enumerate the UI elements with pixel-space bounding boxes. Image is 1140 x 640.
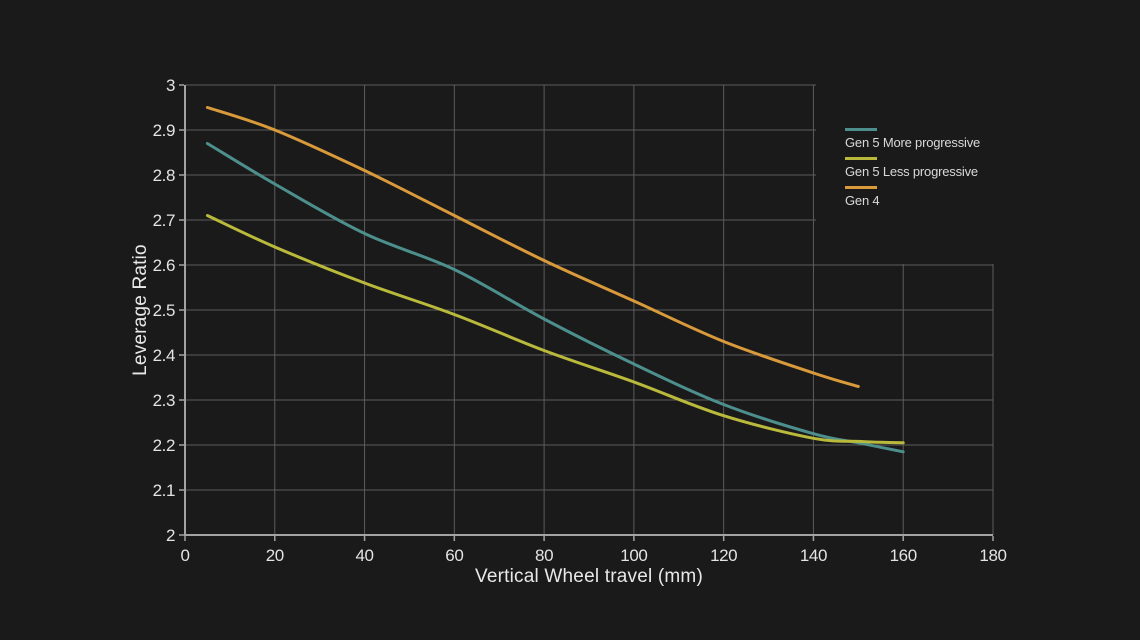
legend-item-gen5-more-progressive: Gen 5 More progressive	[845, 128, 1140, 150]
y-tick-label: 3	[166, 76, 175, 95]
x-tick-label: 160	[890, 546, 917, 565]
x-tick-label: 100	[620, 546, 647, 565]
series-line-gen-4	[205, 106, 860, 388]
legend: Gen 5 More progressive Gen 5 Less progre…	[816, 78, 1140, 264]
y-tick-label: 2.9	[153, 121, 175, 140]
x-tick-label: 0	[180, 546, 189, 565]
grid-layer	[184, 84, 994, 536]
y-tick-label: 2.3	[153, 391, 175, 410]
x-tick-label: 80	[535, 546, 553, 565]
y-tick-label: 2.2	[153, 436, 175, 455]
legend-label-gen5-more-progressive: Gen 5 More progressive	[845, 135, 981, 150]
y-axis-title: Leverage Ratio	[130, 244, 151, 376]
legend-item-gen5-less-progressive: Gen 5 Less progressive	[845, 157, 1140, 179]
x-axis-title: Vertical Wheel travel (mm)	[475, 566, 703, 587]
series-line-gen-5-less-progressive	[205, 214, 905, 445]
legend-swatch-gen5-less-progressive	[845, 157, 877, 160]
legend-label-gen5-less-progressive: Gen 5 Less progressive	[845, 164, 978, 179]
y-tick-label: 2.6	[153, 256, 175, 275]
x-tick-label: 120	[710, 546, 737, 565]
legend-swatch-gen5-more-progressive	[845, 128, 877, 131]
x-tick-label: 40	[356, 546, 374, 565]
x-tick-label: 60	[445, 546, 463, 565]
series-layer	[205, 106, 905, 454]
y-tick-label: 2.7	[153, 211, 175, 230]
x-tick-label: 140	[800, 546, 827, 565]
series-line-gen-5-more-progressive	[205, 142, 905, 454]
y-tick-label: 2	[166, 526, 175, 545]
legend-swatch-gen4	[845, 186, 877, 189]
legend-item-gen4: Gen 4	[845, 186, 1140, 208]
y-tick-label: 2.5	[153, 301, 175, 320]
tick-layer: 0 20 40 60 80 100 120 140 160 180 3 2.9 2.8 2.7 2.6 2.5…	[153, 76, 1007, 565]
legend-label-gen4: Gen 4	[845, 193, 880, 208]
x-tick-label: 20	[266, 546, 284, 565]
x-tick-label: 180	[979, 546, 1006, 565]
y-tick-label: 2.8	[153, 166, 175, 185]
y-tick-label: 2.1	[153, 481, 175, 500]
y-tick-label: 2.4	[153, 346, 175, 365]
